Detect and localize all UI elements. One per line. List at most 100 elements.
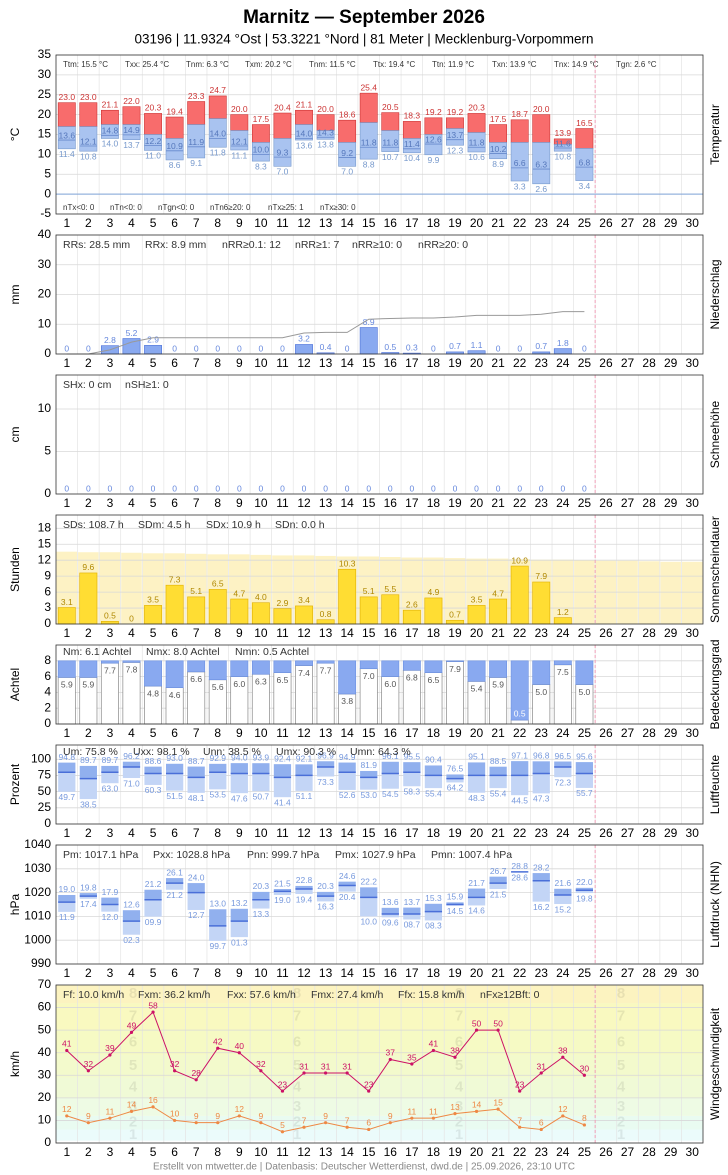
value-label: 0 bbox=[280, 483, 285, 493]
x-tick-label: 14 bbox=[340, 356, 354, 370]
range-lower bbox=[252, 773, 270, 792]
range-upper bbox=[511, 761, 529, 776]
range-lower bbox=[575, 890, 594, 894]
y-tick-label: 4 bbox=[44, 685, 51, 699]
value-label: 10.9 bbox=[511, 555, 528, 565]
stat: nSH≥1: 0 bbox=[125, 379, 169, 391]
value-label: 7.0 bbox=[277, 167, 289, 177]
x-tick-label: 16 bbox=[384, 826, 398, 840]
clear-sky-bar bbox=[165, 660, 184, 688]
x-tick-label: 13 bbox=[319, 726, 333, 740]
stat: SHx: 0 cm bbox=[63, 379, 112, 391]
value-label: 0 bbox=[302, 483, 307, 493]
x-tick-label: 16 bbox=[384, 496, 398, 510]
y-tick-label: 0 bbox=[44, 346, 51, 360]
x-tick-label: 18 bbox=[427, 1145, 441, 1159]
sun-bar bbox=[165, 584, 184, 625]
x-tick-label: 21 bbox=[491, 216, 505, 230]
temp-lower-bar bbox=[79, 126, 98, 152]
range-upper bbox=[489, 766, 507, 776]
x-tick-label: 26 bbox=[599, 726, 613, 740]
temp-upper-bar bbox=[122, 106, 141, 125]
sun-bar bbox=[467, 605, 486, 625]
value-label: 6 bbox=[366, 1118, 371, 1128]
x-tick-label: 2 bbox=[85, 356, 92, 370]
x-tick-label: 4 bbox=[128, 496, 135, 510]
x-tick-label: 4 bbox=[128, 726, 135, 740]
sun-bar bbox=[338, 568, 357, 625]
beaufort-label: 5 bbox=[617, 1057, 625, 1074]
x-tick-label: 8 bbox=[214, 966, 221, 980]
x-tick-label: 30 bbox=[686, 726, 700, 740]
value-label: 26.7 bbox=[490, 866, 507, 876]
value-label: 5.9 bbox=[492, 680, 504, 690]
wind-point bbox=[194, 1121, 198, 1125]
y-tick-label: 18 bbox=[38, 520, 52, 534]
clear-sky-bar bbox=[100, 660, 119, 664]
value-label: 9.6 bbox=[82, 562, 94, 572]
value-label: 0.7 bbox=[535, 341, 547, 351]
value-label: 21.6 bbox=[555, 878, 572, 888]
x-tick-label: 3 bbox=[107, 496, 114, 510]
y-tick-label: 0 bbox=[44, 186, 51, 200]
value-label: 28 bbox=[191, 1068, 201, 1078]
value-label: 55.4 bbox=[490, 788, 507, 798]
plot-border bbox=[55, 844, 704, 965]
value-label: 28.8 bbox=[511, 861, 528, 871]
x-tick-label: 3 bbox=[107, 216, 114, 230]
x-tick-label: 25 bbox=[578, 726, 592, 740]
value-label: 5.2 bbox=[126, 328, 138, 338]
value-label: 19.4 bbox=[166, 106, 183, 116]
beaufort-label: 3 bbox=[455, 1098, 463, 1115]
wind-point bbox=[367, 1089, 371, 1093]
x-tick-label: 14 bbox=[340, 496, 354, 510]
clear-sky-bar bbox=[424, 660, 443, 673]
y-tick-label: 25 bbox=[38, 800, 52, 814]
plot-border bbox=[55, 234, 704, 355]
value-label: 0 bbox=[517, 483, 522, 493]
value-label: 14 bbox=[472, 1100, 482, 1110]
x-tick-label: 4 bbox=[128, 826, 135, 840]
x-tick-label: 24 bbox=[556, 626, 570, 640]
y-tick-label: -5 bbox=[40, 206, 51, 220]
range-lower bbox=[122, 921, 141, 935]
value-label: 19.2 bbox=[425, 107, 442, 117]
range-lower bbox=[187, 777, 205, 793]
value-label: 13.9 bbox=[555, 128, 572, 138]
wind-point bbox=[518, 1089, 522, 1093]
range-upper bbox=[295, 885, 313, 890]
x-tick-label: 9 bbox=[236, 496, 243, 510]
value-label: 0 bbox=[582, 343, 587, 353]
x-tick-label: 26 bbox=[599, 496, 613, 510]
x-tick-label: 17 bbox=[405, 216, 419, 230]
sun-bar bbox=[295, 605, 313, 625]
value-label: 0 bbox=[539, 483, 544, 493]
clear-sky-bar bbox=[57, 660, 76, 678]
value-label: 32 bbox=[170, 1059, 180, 1069]
value-label: 50.7 bbox=[253, 791, 270, 801]
x-tick-label: 7 bbox=[193, 356, 200, 370]
precip-bar bbox=[144, 345, 162, 355]
value-label: 4.9 bbox=[428, 587, 440, 597]
value-label: 0.5 bbox=[514, 708, 526, 718]
x-tick-label: 29 bbox=[664, 356, 678, 370]
range-upper bbox=[360, 887, 378, 898]
value-label: 20.5 bbox=[382, 102, 399, 112]
x-tick-label: 30 bbox=[686, 826, 700, 840]
stat: Pm: 1017.1 hPa bbox=[63, 849, 138, 861]
x-tick-label: 29 bbox=[664, 726, 678, 740]
value-label: 11 bbox=[106, 1106, 115, 1116]
daylength-bar bbox=[99, 552, 121, 624]
x-tick-label: 18 bbox=[427, 726, 441, 740]
stat: SDn: 0.0 h bbox=[275, 519, 325, 531]
value-label: 19.4 bbox=[296, 894, 313, 904]
value-label: 38 bbox=[450, 1045, 460, 1055]
y-tick-label: 50 bbox=[38, 1022, 52, 1036]
stat: nRR≥0.1: 12 bbox=[222, 239, 281, 251]
clear-sky-bar bbox=[575, 660, 594, 685]
clear-sky-bar bbox=[122, 660, 141, 663]
range-upper bbox=[230, 763, 248, 774]
x-tick-label: 19 bbox=[448, 826, 462, 840]
range-lower bbox=[122, 767, 141, 779]
wind-point bbox=[496, 1028, 500, 1032]
